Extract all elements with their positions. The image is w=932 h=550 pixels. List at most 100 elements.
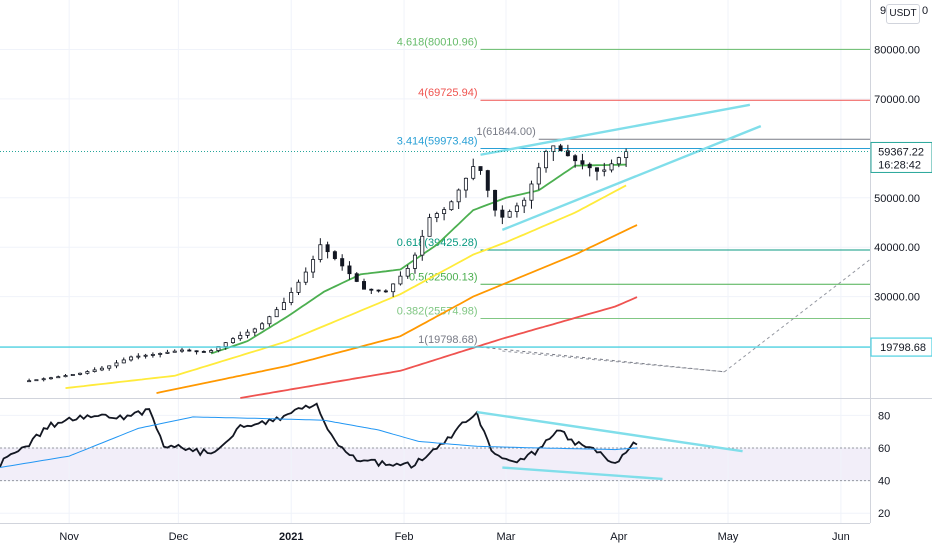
channel-line	[480, 103, 751, 156]
rsi-tick-label: 80	[878, 410, 890, 422]
price-tick-label: 50000.00	[874, 193, 920, 205]
candle-body	[565, 150, 570, 157]
candle-body	[573, 155, 578, 162]
candle-body	[332, 251, 337, 259]
candle-body	[369, 288, 374, 291]
trend-drawings[interactable]	[0, 103, 871, 373]
candle-body	[412, 254, 417, 269]
candle-body	[252, 328, 257, 333]
price-tick-label: 40000.00	[874, 242, 920, 254]
price-tick-label-cut: 9	[880, 5, 886, 17]
time-tick-label: 2021	[279, 531, 303, 543]
time-tick-label: Jun	[832, 531, 850, 543]
fib-level-label: 0.382(25574.98)	[397, 306, 478, 318]
rsi-tick-label: 20	[878, 508, 890, 520]
candle-body	[114, 362, 119, 367]
price-candles	[27, 143, 629, 383]
fib-level-label: 4.618(80010.96)	[397, 36, 478, 48]
last-price-countdown: 16:28:42	[878, 159, 921, 171]
candle-body	[78, 372, 83, 375]
candle-body	[609, 163, 614, 171]
moving-average-line	[156, 224, 638, 394]
candle-body	[209, 350, 214, 353]
rsi-indicator	[0, 402, 870, 482]
candle-body	[420, 235, 425, 256]
candle-body	[398, 275, 403, 285]
candle-body	[311, 259, 316, 273]
candle-body	[544, 151, 549, 169]
time-axis[interactable]: Nov Dec 2021 Feb Mar Apr May Jun	[59, 531, 849, 543]
rsi-tick-label: 60	[878, 443, 890, 455]
rsi-line	[0, 402, 638, 469]
moving-average-line	[240, 296, 638, 399]
price-axis[interactable]: 80000.00 70000.00 50000.00 40000.00 30000.00…	[874, 5, 928, 304]
candle-body	[107, 365, 112, 369]
candle-body	[150, 354, 155, 356]
rsi-moving-average-line	[0, 416, 638, 468]
price-tick-label: 30000.00	[874, 292, 920, 304]
projection-line	[502, 350, 725, 373]
moving-average-line	[210, 163, 627, 355]
rsi-tick-label: 40	[878, 476, 890, 488]
candle-body	[136, 355, 141, 358]
last-price-badge	[870, 141, 932, 173]
candle-body	[223, 342, 228, 347]
candle-body	[34, 379, 39, 382]
candle-body	[463, 177, 468, 191]
candle-body	[158, 353, 163, 355]
candle-body	[245, 331, 250, 336]
candle-body	[303, 271, 308, 283]
channel-line	[501, 124, 762, 232]
fib-level-label: 1(61844.00)	[476, 126, 535, 138]
candle-body	[624, 151, 629, 159]
candle-body	[281, 302, 286, 311]
candle-body	[274, 309, 279, 318]
candle-body	[383, 290, 388, 293]
candle-body	[500, 209, 505, 218]
candle-body	[289, 292, 294, 303]
candle-body	[56, 376, 61, 379]
projection-line	[724, 259, 871, 373]
candle-body	[194, 350, 199, 353]
time-tick-label: Feb	[395, 531, 414, 543]
rsi-trend-line	[502, 466, 663, 481]
moving-average-line	[65, 184, 627, 389]
candle-body	[180, 349, 185, 352]
price-tick-label: 70000.00	[874, 94, 920, 106]
candle-body	[27, 380, 32, 383]
candle-body	[536, 167, 541, 185]
moving-averages	[65, 163, 638, 399]
candle-body	[478, 166, 483, 171]
candle-body	[48, 377, 53, 380]
candle-body	[427, 217, 432, 237]
candle-body	[551, 145, 556, 152]
horizontal-level-value: 19798.68	[880, 342, 926, 354]
candle-body	[456, 189, 461, 203]
candle-body	[63, 375, 68, 378]
candle-body	[230, 338, 235, 344]
fib-extension[interactable]: 4.618(80010.96) 4(69725.94) 3.414(59973.48…	[397, 36, 870, 373]
candle-body	[165, 351, 170, 354]
main-pane-background	[0, 0, 870, 398]
candle-body	[485, 170, 490, 191]
candle-body	[260, 323, 265, 330]
candle-body	[318, 244, 323, 260]
fib-level-label: 0.618(39425.28)	[397, 237, 478, 249]
candle-body	[442, 209, 447, 214]
candle-body	[391, 283, 396, 293]
candle-body	[362, 281, 367, 290]
last-price-value: 59367.22	[878, 146, 924, 158]
rsi-axis[interactable]: 80 60 40 20	[878, 410, 890, 520]
candle-body	[580, 160, 585, 165]
candle-body	[70, 374, 75, 376]
fib-level-label: 0.5(32500.13)	[409, 271, 478, 283]
time-tick-label: Dec	[169, 531, 189, 543]
rsi-pane-background	[0, 399, 870, 523]
candle-body	[267, 316, 272, 325]
candle-body	[529, 183, 534, 201]
currency-label[interactable]: USDT	[886, 4, 920, 24]
candle-body	[449, 201, 454, 211]
candle-body	[187, 349, 192, 352]
